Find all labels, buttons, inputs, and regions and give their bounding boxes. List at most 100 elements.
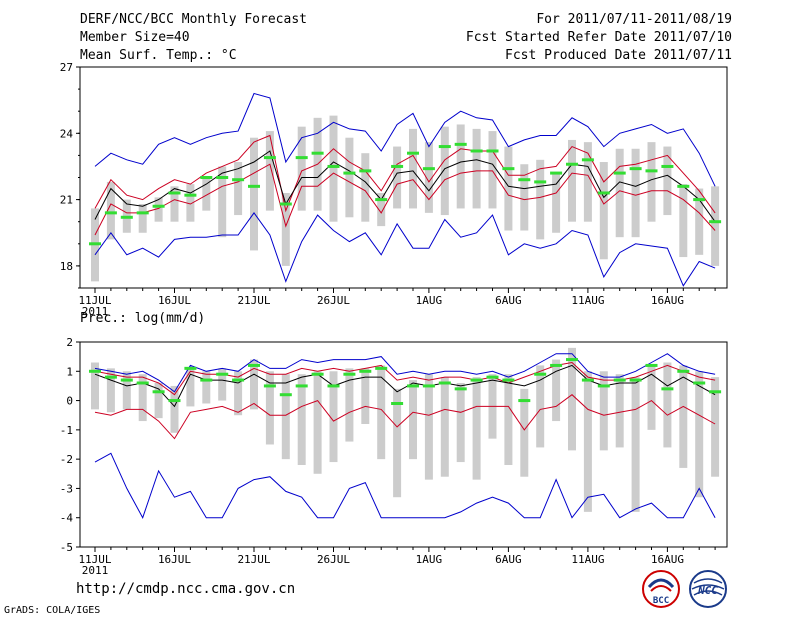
ensemble-box <box>615 374 624 448</box>
observed-marker <box>120 215 133 219</box>
observed-marker <box>200 378 213 382</box>
x-tick-label: 21JUL <box>237 294 270 307</box>
ensemble-box <box>265 131 274 211</box>
observed-marker <box>184 193 197 197</box>
ensemble-box <box>106 368 115 413</box>
ensemble-box <box>647 365 656 430</box>
ensemble-box <box>393 146 402 209</box>
observed-marker <box>391 402 404 405</box>
ensemble-box <box>250 359 258 410</box>
ensemble-box <box>281 192 290 266</box>
ensemble-box <box>202 177 211 211</box>
ensemble-box <box>202 371 211 404</box>
bcc-logo-text: BCC <box>653 596 669 606</box>
series-ensemble_mean-line <box>94 364 716 408</box>
observed-marker <box>343 171 356 175</box>
observed-marker <box>534 180 547 184</box>
ensemble-box <box>218 368 227 401</box>
x-tick-label: 16AUG <box>651 294 684 307</box>
observed-marker <box>263 384 276 388</box>
temperature-panel: 18 21 24 27 11JUL 16JUL 21JUL 26JUL 1AUG 6AUG 11AU… <box>60 61 728 318</box>
ensemble-box <box>265 371 274 445</box>
grads-credit: GrADS: COLA/IGES <box>4 605 101 616</box>
ensemble-box <box>154 197 163 222</box>
observed-marker <box>104 211 117 215</box>
y-tick-label: 27 <box>60 61 73 74</box>
observed-marker <box>407 151 419 155</box>
ensemble-box <box>170 186 179 222</box>
observed-marker <box>518 399 531 403</box>
observed-marker <box>89 369 101 373</box>
source-url[interactable]: http://cmdp.ncc.cma.gov.cn <box>76 581 296 597</box>
ensemble-box <box>504 374 513 465</box>
ensemble-box <box>409 128 417 209</box>
ensemble-box <box>424 374 433 480</box>
observed-marker <box>550 363 563 367</box>
x-tick-label: 1AUG <box>416 294 443 307</box>
y-tick-label: 18 <box>60 260 73 273</box>
observed-marker <box>693 381 706 385</box>
ensemble-box <box>377 192 386 227</box>
y-tick-label: 1 <box>66 365 73 378</box>
observed-marker <box>168 399 181 403</box>
observed-marker <box>216 372 229 376</box>
observed-marker <box>645 363 658 367</box>
observed-marker <box>550 171 563 175</box>
observed-marker <box>422 384 435 388</box>
series-spread_lower-line <box>94 163 716 236</box>
observed-marker <box>295 156 308 160</box>
ensemble-box <box>679 365 688 468</box>
plot-frame <box>79 66 728 289</box>
ensemble-box <box>329 115 338 222</box>
forecast-start-label: Fcst Started Refer Date 2011/07/10 <box>465 30 732 45</box>
ensemble-box <box>472 128 481 209</box>
observed-marker <box>248 184 260 188</box>
observed-marker <box>327 164 340 168</box>
ensemble-box <box>345 137 354 218</box>
observed-marker <box>518 178 531 182</box>
ensemble-box <box>170 385 179 433</box>
forecast-period-label: For 2011/07/11-2011/08/19 <box>536 12 732 27</box>
y-tick-label: 0 <box>66 395 73 408</box>
precipitation-panel: -5 -4 -3 -2 -1 0 1 2 11JUL 16JUL 21JUL 26JUL 1AUG 6AU… <box>60 311 728 577</box>
observed-marker <box>263 156 276 160</box>
y-tick-label: -1 <box>60 424 73 437</box>
observed-marker <box>232 178 245 182</box>
observed-marker <box>566 162 578 166</box>
x-tick-label: 16JUL <box>158 553 191 566</box>
ensemble-box <box>695 188 704 255</box>
observed-marker <box>534 372 547 376</box>
observed-marker <box>581 378 594 382</box>
observed-marker <box>661 164 674 168</box>
series-min-line <box>94 452 716 519</box>
ensemble-box <box>599 162 608 260</box>
observed-marker <box>359 369 372 373</box>
observed-marker <box>438 381 451 385</box>
observed-marker <box>709 220 722 224</box>
observed-marker <box>438 145 451 149</box>
ensemble-box <box>488 131 497 209</box>
ensemble-box <box>297 126 306 211</box>
ensemble-box <box>472 377 481 480</box>
ensemble-box <box>711 377 720 477</box>
observed-marker <box>613 171 626 175</box>
ensemble-box <box>138 374 147 422</box>
ensemble-box <box>456 124 465 209</box>
observed-marker <box>677 184 690 188</box>
observed-marker <box>454 142 467 146</box>
observed-marker <box>629 378 642 382</box>
observed-marker <box>216 176 229 179</box>
observed-marker <box>422 167 435 171</box>
observed-marker <box>359 169 372 173</box>
series-ensemble_mean-line <box>94 150 716 222</box>
ensemble-box <box>520 164 529 231</box>
observed-marker <box>136 381 149 385</box>
variable-label: Mean Surf. Temp.: °C <box>80 48 237 63</box>
panel-title: Prec.: log(mm/d) <box>80 311 205 326</box>
observed-marker <box>645 169 658 173</box>
ensemble-box <box>297 374 306 465</box>
series-spread_lower-line <box>94 394 716 440</box>
ensemble-box <box>345 368 354 442</box>
observed-marker <box>375 198 388 202</box>
ensemble-box <box>186 184 195 222</box>
